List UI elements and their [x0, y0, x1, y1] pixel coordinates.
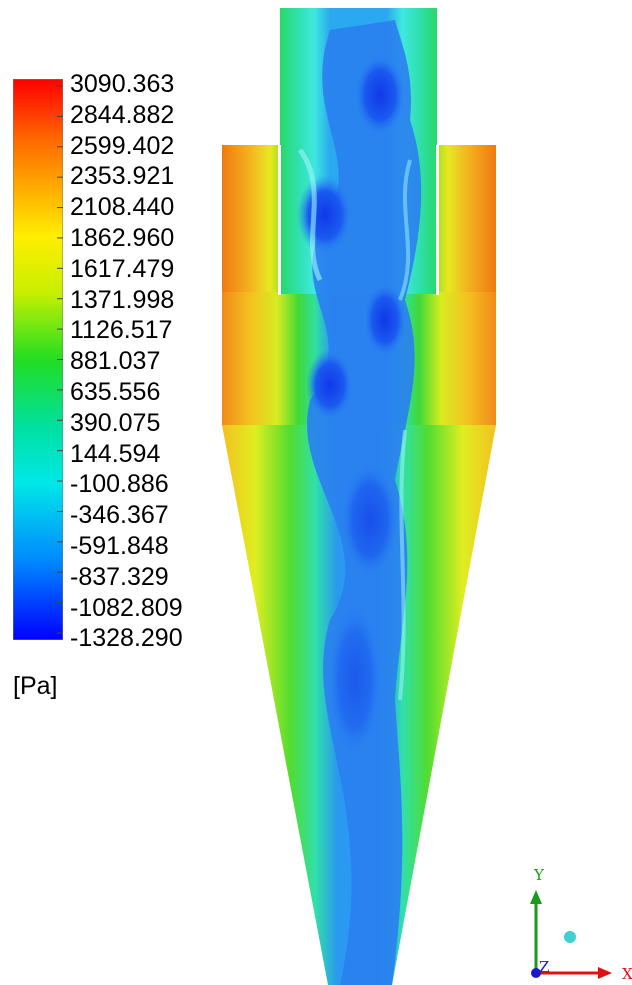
legend-tick-label: 390.075 — [70, 408, 161, 437]
legend-tick-label: -1082.809 — [70, 593, 183, 622]
legend-tick-label: 2844.882 — [70, 100, 175, 129]
axis-triad: Y Z X — [530, 866, 632, 983]
y-axis-arrowhead — [530, 890, 542, 904]
legend-tick-label: 3090.363 — [70, 70, 175, 98]
legend-tick-label: 2353.921 — [70, 162, 175, 191]
y-axis-label: Y — [533, 866, 545, 884]
legend-tick-label: 1617.479 — [70, 254, 175, 283]
x-axis-label: X — [622, 965, 632, 983]
z-axis-origin-dot — [531, 968, 541, 978]
legend-tick-label: 2599.402 — [70, 131, 175, 160]
legend-tick-label: -100.886 — [70, 470, 169, 499]
vortex-core — [297, 20, 422, 985]
legend-tick-label: -1328.290 — [70, 624, 183, 653]
colormap-legend-bar — [13, 79, 63, 640]
legend-tick-label: 1371.998 — [70, 285, 175, 314]
legend-tick-label: -346.367 — [70, 501, 169, 530]
x-axis-arrowhead — [598, 967, 612, 979]
z-axis-label: Z — [539, 958, 549, 976]
legend-tick-label: 2108.440 — [70, 193, 175, 222]
legend-tick-label: 635.556 — [70, 378, 161, 406]
legend-tick-label: -591.848 — [70, 532, 169, 560]
legend-tick-label: 1862.960 — [70, 224, 175, 252]
legend-tick-label: -837.329 — [70, 562, 169, 591]
legend-tick-label: 881.037 — [70, 347, 161, 376]
legend-tick-label: 144.594 — [70, 439, 161, 468]
legend-unit-label: [Pa] — [13, 672, 58, 700]
annulus-right — [436, 145, 496, 295]
annulus-left — [222, 145, 282, 295]
axis-marker-dot — [564, 931, 576, 943]
legend-tick-label: 1126.517 — [70, 316, 173, 345]
